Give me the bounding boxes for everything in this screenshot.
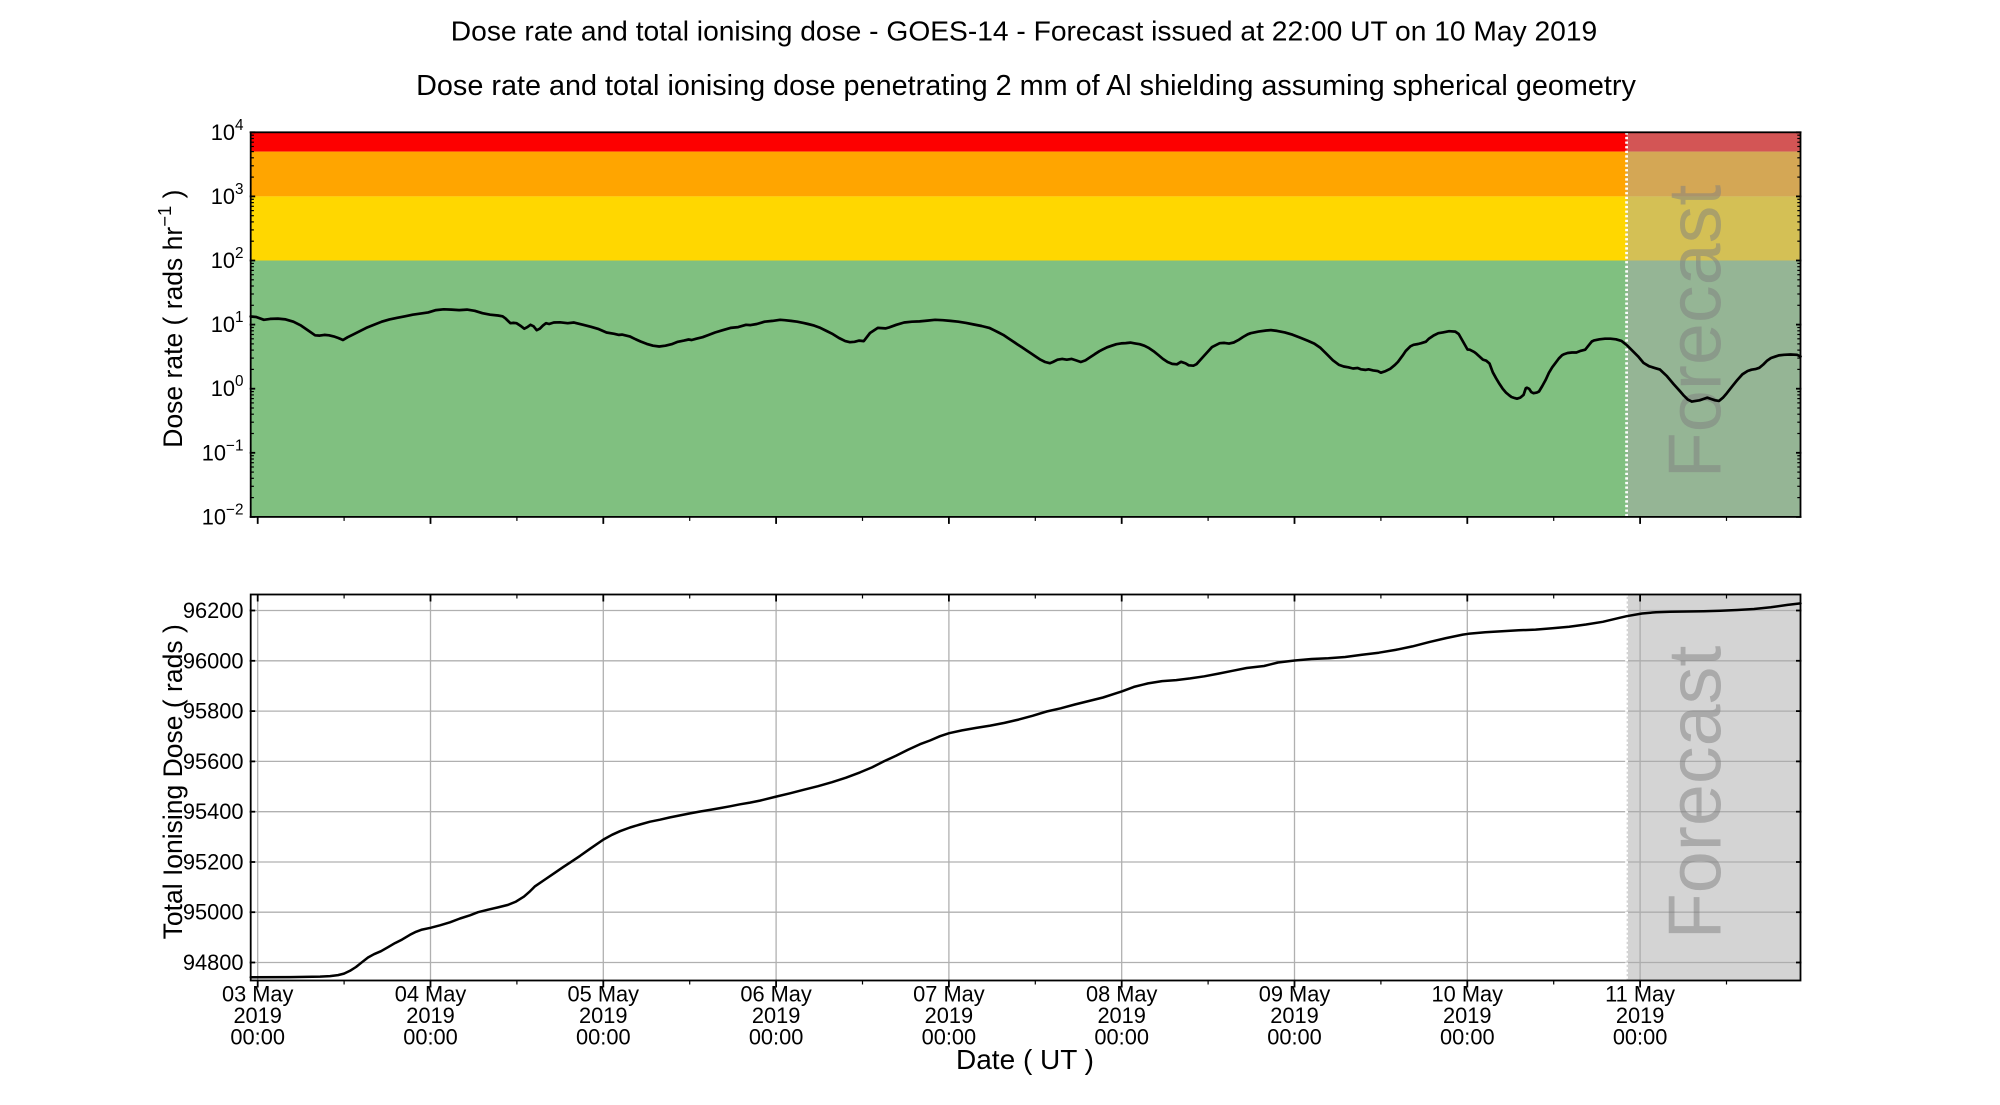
- svg-text:95400: 95400: [183, 799, 244, 824]
- svg-text:2019: 2019: [1443, 1003, 1492, 1028]
- svg-text:00:00: 00:00: [1094, 1025, 1149, 1050]
- svg-text:10−2: 10−2: [202, 501, 244, 529]
- svg-text:2019: 2019: [925, 1003, 974, 1028]
- svg-text:Forecast: Forecast: [1653, 185, 1737, 479]
- svg-text:08 May: 08 May: [1086, 982, 1158, 1007]
- svg-text:2019: 2019: [1616, 1003, 1665, 1028]
- svg-text:2019: 2019: [579, 1003, 628, 1028]
- svg-text:Date ( UT ): Date ( UT ): [956, 1044, 1094, 1075]
- svg-text:95600: 95600: [183, 749, 244, 774]
- svg-text:00:00: 00:00: [403, 1025, 458, 1050]
- svg-text:06 May: 06 May: [740, 982, 812, 1007]
- svg-text:10−1: 10−1: [202, 437, 244, 465]
- svg-text:09 May: 09 May: [1259, 982, 1331, 1007]
- svg-text:103: 103: [211, 181, 244, 209]
- svg-text:2019: 2019: [406, 1003, 455, 1028]
- svg-text:Total Ionising Dose ( rads ): Total Ionising Dose ( rads ): [158, 624, 188, 939]
- svg-text:03 May: 03 May: [222, 982, 294, 1007]
- svg-text:Dose rate and total ionising d: Dose rate and total ionising dose - GOES…: [451, 15, 1597, 47]
- svg-text:00:00: 00:00: [1440, 1025, 1495, 1050]
- svg-text:95200: 95200: [183, 850, 244, 875]
- svg-text:05 May: 05 May: [568, 982, 640, 1007]
- svg-text:10 May: 10 May: [1432, 982, 1504, 1007]
- svg-text:00:00: 00:00: [749, 1025, 804, 1050]
- svg-text:100: 100: [211, 373, 244, 401]
- svg-text:94800: 94800: [183, 950, 244, 975]
- svg-text:102: 102: [211, 245, 244, 273]
- svg-text:2019: 2019: [233, 1003, 282, 1028]
- svg-text:07 May: 07 May: [913, 982, 985, 1007]
- svg-text:00:00: 00:00: [230, 1025, 285, 1050]
- svg-text:95000: 95000: [183, 900, 244, 925]
- svg-text:96000: 96000: [183, 648, 244, 673]
- svg-text:Dose rate and total ionising d: Dose rate and total ionising dose penetr…: [416, 70, 1636, 102]
- svg-text:104: 104: [211, 117, 244, 145]
- svg-text:95800: 95800: [183, 699, 244, 724]
- svg-text:2019: 2019: [752, 1003, 801, 1028]
- svg-text:00:00: 00:00: [1267, 1025, 1322, 1050]
- svg-text:2019: 2019: [1270, 1003, 1319, 1028]
- svg-text:Dose rate ( rads hr−1 ): Dose rate ( rads hr−1 ): [154, 189, 188, 447]
- svg-text:101: 101: [211, 309, 244, 337]
- svg-text:96200: 96200: [183, 598, 244, 623]
- svg-text:00:00: 00:00: [922, 1025, 977, 1050]
- svg-text:11 May: 11 May: [1605, 982, 1675, 1007]
- svg-text:2019: 2019: [1097, 1003, 1146, 1028]
- svg-text:00:00: 00:00: [576, 1025, 631, 1050]
- svg-text:04 May: 04 May: [395, 982, 467, 1007]
- svg-text:Forecast: Forecast: [1653, 646, 1737, 940]
- svg-text:00:00: 00:00: [1613, 1025, 1668, 1050]
